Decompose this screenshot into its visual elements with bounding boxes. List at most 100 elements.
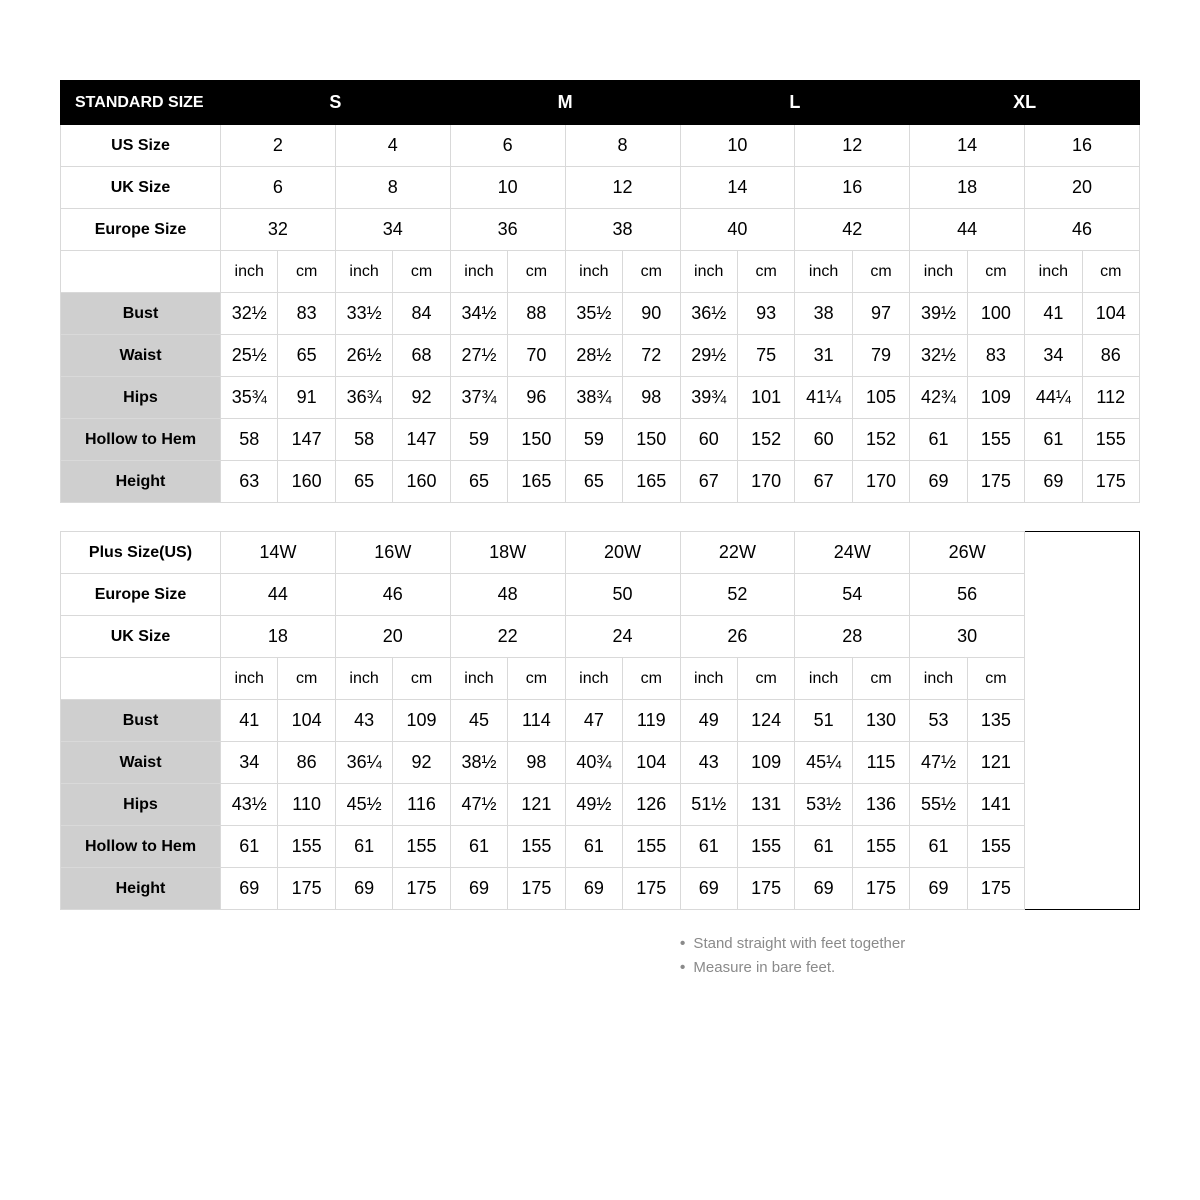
- measure-cell: 59: [565, 419, 622, 461]
- size-cell: 46: [335, 574, 450, 616]
- size-cell: 44: [910, 209, 1025, 251]
- measure-cell: 36¼: [335, 742, 392, 784]
- measure-cell: 160: [278, 461, 335, 503]
- measure-cell: 155: [623, 826, 680, 868]
- unit-cm: cm: [393, 658, 450, 700]
- size-cell: 18W: [450, 532, 565, 574]
- measure-label: Hollow to Hem: [61, 419, 221, 461]
- size-cell: 24: [565, 616, 680, 658]
- standard-size-header-row: STANDARD SIZESMLXL: [61, 81, 1140, 125]
- measure-cell: 175: [1082, 461, 1139, 503]
- measure-cell: 131: [737, 784, 794, 826]
- measure-cell: 47: [565, 700, 622, 742]
- measure-cell: 32½: [910, 335, 967, 377]
- size-cell: 32: [221, 209, 336, 251]
- measure-cell: 83: [967, 335, 1024, 377]
- unit-inch: inch: [221, 251, 278, 293]
- measure-cell: 105: [852, 377, 909, 419]
- row-label: UK Size: [61, 167, 221, 209]
- measure-cell: 175: [737, 868, 794, 910]
- measure-cell: 165: [623, 461, 680, 503]
- measure-cell: 41: [1025, 293, 1082, 335]
- blank-cell: [1025, 700, 1140, 742]
- measure-cell: 109: [967, 377, 1024, 419]
- note-line: • Measure in bare feet.: [680, 956, 1140, 980]
- unit-row: inchcminchcminchcminchcminchcminchcminch…: [61, 251, 1140, 293]
- size-cell: 42: [795, 209, 910, 251]
- measure-label: Hips: [61, 784, 221, 826]
- size-cell: 22W: [680, 532, 795, 574]
- size-cell: 2: [221, 125, 336, 167]
- size-cell: 20: [1025, 167, 1140, 209]
- unit-cm: cm: [967, 658, 1024, 700]
- unit-cm: cm: [623, 658, 680, 700]
- measure-cell: 39½: [910, 293, 967, 335]
- measure-cell: 130: [852, 700, 909, 742]
- measure-cell: 67: [795, 461, 852, 503]
- measure-cell: 101: [737, 377, 794, 419]
- measure-cell: 41¼: [795, 377, 852, 419]
- measure-cell: 60: [680, 419, 737, 461]
- size-cell: 36: [450, 209, 565, 251]
- plus-size-table: Plus Size(US)14W16W18W20W22W24W26WEurope…: [60, 531, 1140, 910]
- size-cell: 24W: [795, 532, 910, 574]
- measure-cell: 31: [795, 335, 852, 377]
- unit-inch: inch: [795, 251, 852, 293]
- row-label: US Size: [61, 125, 221, 167]
- measure-cell: 53: [910, 700, 967, 742]
- unit-inch: inch: [680, 251, 737, 293]
- measure-cell: 65: [335, 461, 392, 503]
- measure-cell: 150: [623, 419, 680, 461]
- measure-cell: 155: [967, 419, 1024, 461]
- measure-cell: 93: [737, 293, 794, 335]
- measure-cell: 100: [967, 293, 1024, 335]
- unit-cm: cm: [737, 658, 794, 700]
- size-header-s: S: [221, 81, 451, 125]
- measure-label: Height: [61, 868, 221, 910]
- unit-inch: inch: [450, 251, 507, 293]
- table-row: Hollow to Hem581475814759150591506015260…: [61, 419, 1140, 461]
- unit-inch: inch: [680, 658, 737, 700]
- size-cell: 44: [221, 574, 336, 616]
- measure-cell: 83: [278, 293, 335, 335]
- measure-cell: 97: [852, 293, 909, 335]
- measure-cell: 44¼: [1025, 377, 1082, 419]
- size-cell: 20W: [565, 532, 680, 574]
- measure-cell: 147: [393, 419, 450, 461]
- size-cell: 26: [680, 616, 795, 658]
- measure-cell: 39¾: [680, 377, 737, 419]
- size-cell: 16: [1025, 125, 1140, 167]
- unit-inch: inch: [335, 658, 392, 700]
- measure-cell: 152: [737, 419, 794, 461]
- unit-cm: cm: [508, 251, 565, 293]
- table-row: Hips35¾9136¾9237¾9638¾9839¾10141¼10542¾1…: [61, 377, 1140, 419]
- measure-cell: 47½: [910, 742, 967, 784]
- size-cell: 4: [335, 125, 450, 167]
- measure-cell: 90: [623, 293, 680, 335]
- measure-cell: 69: [795, 868, 852, 910]
- unit-inch: inch: [1025, 251, 1082, 293]
- measure-cell: 104: [278, 700, 335, 742]
- blank-cell: [1025, 532, 1140, 574]
- measure-cell: 34: [221, 742, 278, 784]
- measure-cell: 170: [737, 461, 794, 503]
- measure-cell: 121: [508, 784, 565, 826]
- measure-cell: 155: [508, 826, 565, 868]
- measure-cell: 121: [967, 742, 1024, 784]
- measure-cell: 98: [508, 742, 565, 784]
- measure-cell: 45: [450, 700, 507, 742]
- measure-cell: 63: [221, 461, 278, 503]
- row-label: Europe Size: [61, 209, 221, 251]
- table-row: UK Size18202224262830: [61, 616, 1140, 658]
- measure-cell: 65: [450, 461, 507, 503]
- measure-cell: 86: [1082, 335, 1139, 377]
- measure-cell: 43: [335, 700, 392, 742]
- measure-cell: 150: [508, 419, 565, 461]
- measure-cell: 69: [565, 868, 622, 910]
- measure-cell: 69: [450, 868, 507, 910]
- size-cell: 46: [1025, 209, 1140, 251]
- unit-inch: inch: [565, 251, 622, 293]
- measure-cell: 115: [852, 742, 909, 784]
- measure-cell: 51½: [680, 784, 737, 826]
- measure-cell: 36¾: [335, 377, 392, 419]
